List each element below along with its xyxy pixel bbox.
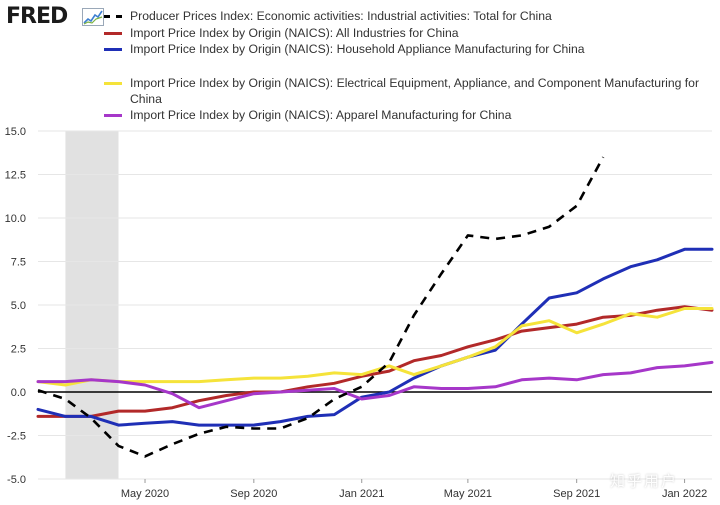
legend-item-apparel[interactable]: Import Price Index by Origin (NAICS): Ap… [104,107,714,123]
y-tick-label: 7.5 [11,257,26,269]
chart-line-icon [82,8,104,26]
legend-label-ppi: Producer Prices Index: Economic activiti… [130,9,552,23]
series-line-1 [36,305,714,418]
y-axis-ticks: 15.0 12.5 10.0 7.5 5.0 2.5 0.0 -2.5 -5.0 [5,126,26,486]
y-tick-label: -5.0 [7,474,26,486]
y-tick-label: 12.5 [5,170,26,182]
chart-legend: Producer Prices Index: Economic activiti… [104,8,714,123]
legend-label-electrical-equipment: Import Price Index by Origin (NAICS): El… [130,76,700,106]
legend-item-ppi[interactable]: Producer Prices Index: Economic activiti… [104,8,714,24]
x-tick-label: Jan 2022 [662,488,707,500]
legend-swatch-all-industries [104,32,122,35]
legend-swatch-ppi [104,15,122,18]
series-line-3 [36,307,714,387]
y-tick-label: -2.5 [7,431,26,443]
fred-logo-text: FRED [6,4,68,29]
legend-swatch-apparel [104,114,122,117]
y-tick-label: 10.0 [5,213,26,225]
legend-item-all-industries[interactable]: Import Price Index by Origin (NAICS): Al… [104,25,714,41]
legend-swatch-electrical-equipment [104,82,122,85]
x-tick-label: May 2021 [444,488,492,500]
y-tick-label: 5.0 [11,300,26,312]
series-line-0 [37,156,605,458]
legend-item-electrical-equipment[interactable]: Import Price Index by Origin (NAICS): El… [104,75,714,107]
x-tick-label: Sep 2020 [230,488,277,500]
legend-label-apparel: Import Price Index by Origin (NAICS): Ap… [130,108,512,122]
series-layer [36,156,714,458]
x-tick-label: May 2020 [121,488,169,500]
series-line-2 [36,247,714,427]
y-tick-label: 2.5 [11,344,26,356]
series-line-4 [36,360,714,410]
legend-item-household-appliance[interactable]: Import Price Index by Origin (NAICS): Ho… [104,41,714,57]
x-tick-label: Jan 2021 [339,488,384,500]
x-axis-ticks: May 2020 Sep 2020 Jan 2021 May 2021 Sep 2021… [121,479,707,500]
legend-swatch-household-appliance [104,48,122,51]
watermark: 知乎用户 [610,472,679,490]
y-tick-label: 0.0 [11,387,26,399]
grid-layer [38,130,712,480]
y-tick-label: 15.0 [5,126,26,138]
legend-label-all-industries: Import Price Index by Origin (NAICS): Al… [130,26,459,40]
legend-label-household-appliance: Import Price Index by Origin (NAICS): Ho… [130,42,585,56]
x-tick-label: Sep 2021 [553,488,600,500]
fred-logo[interactable]: FRED [6,4,106,30]
